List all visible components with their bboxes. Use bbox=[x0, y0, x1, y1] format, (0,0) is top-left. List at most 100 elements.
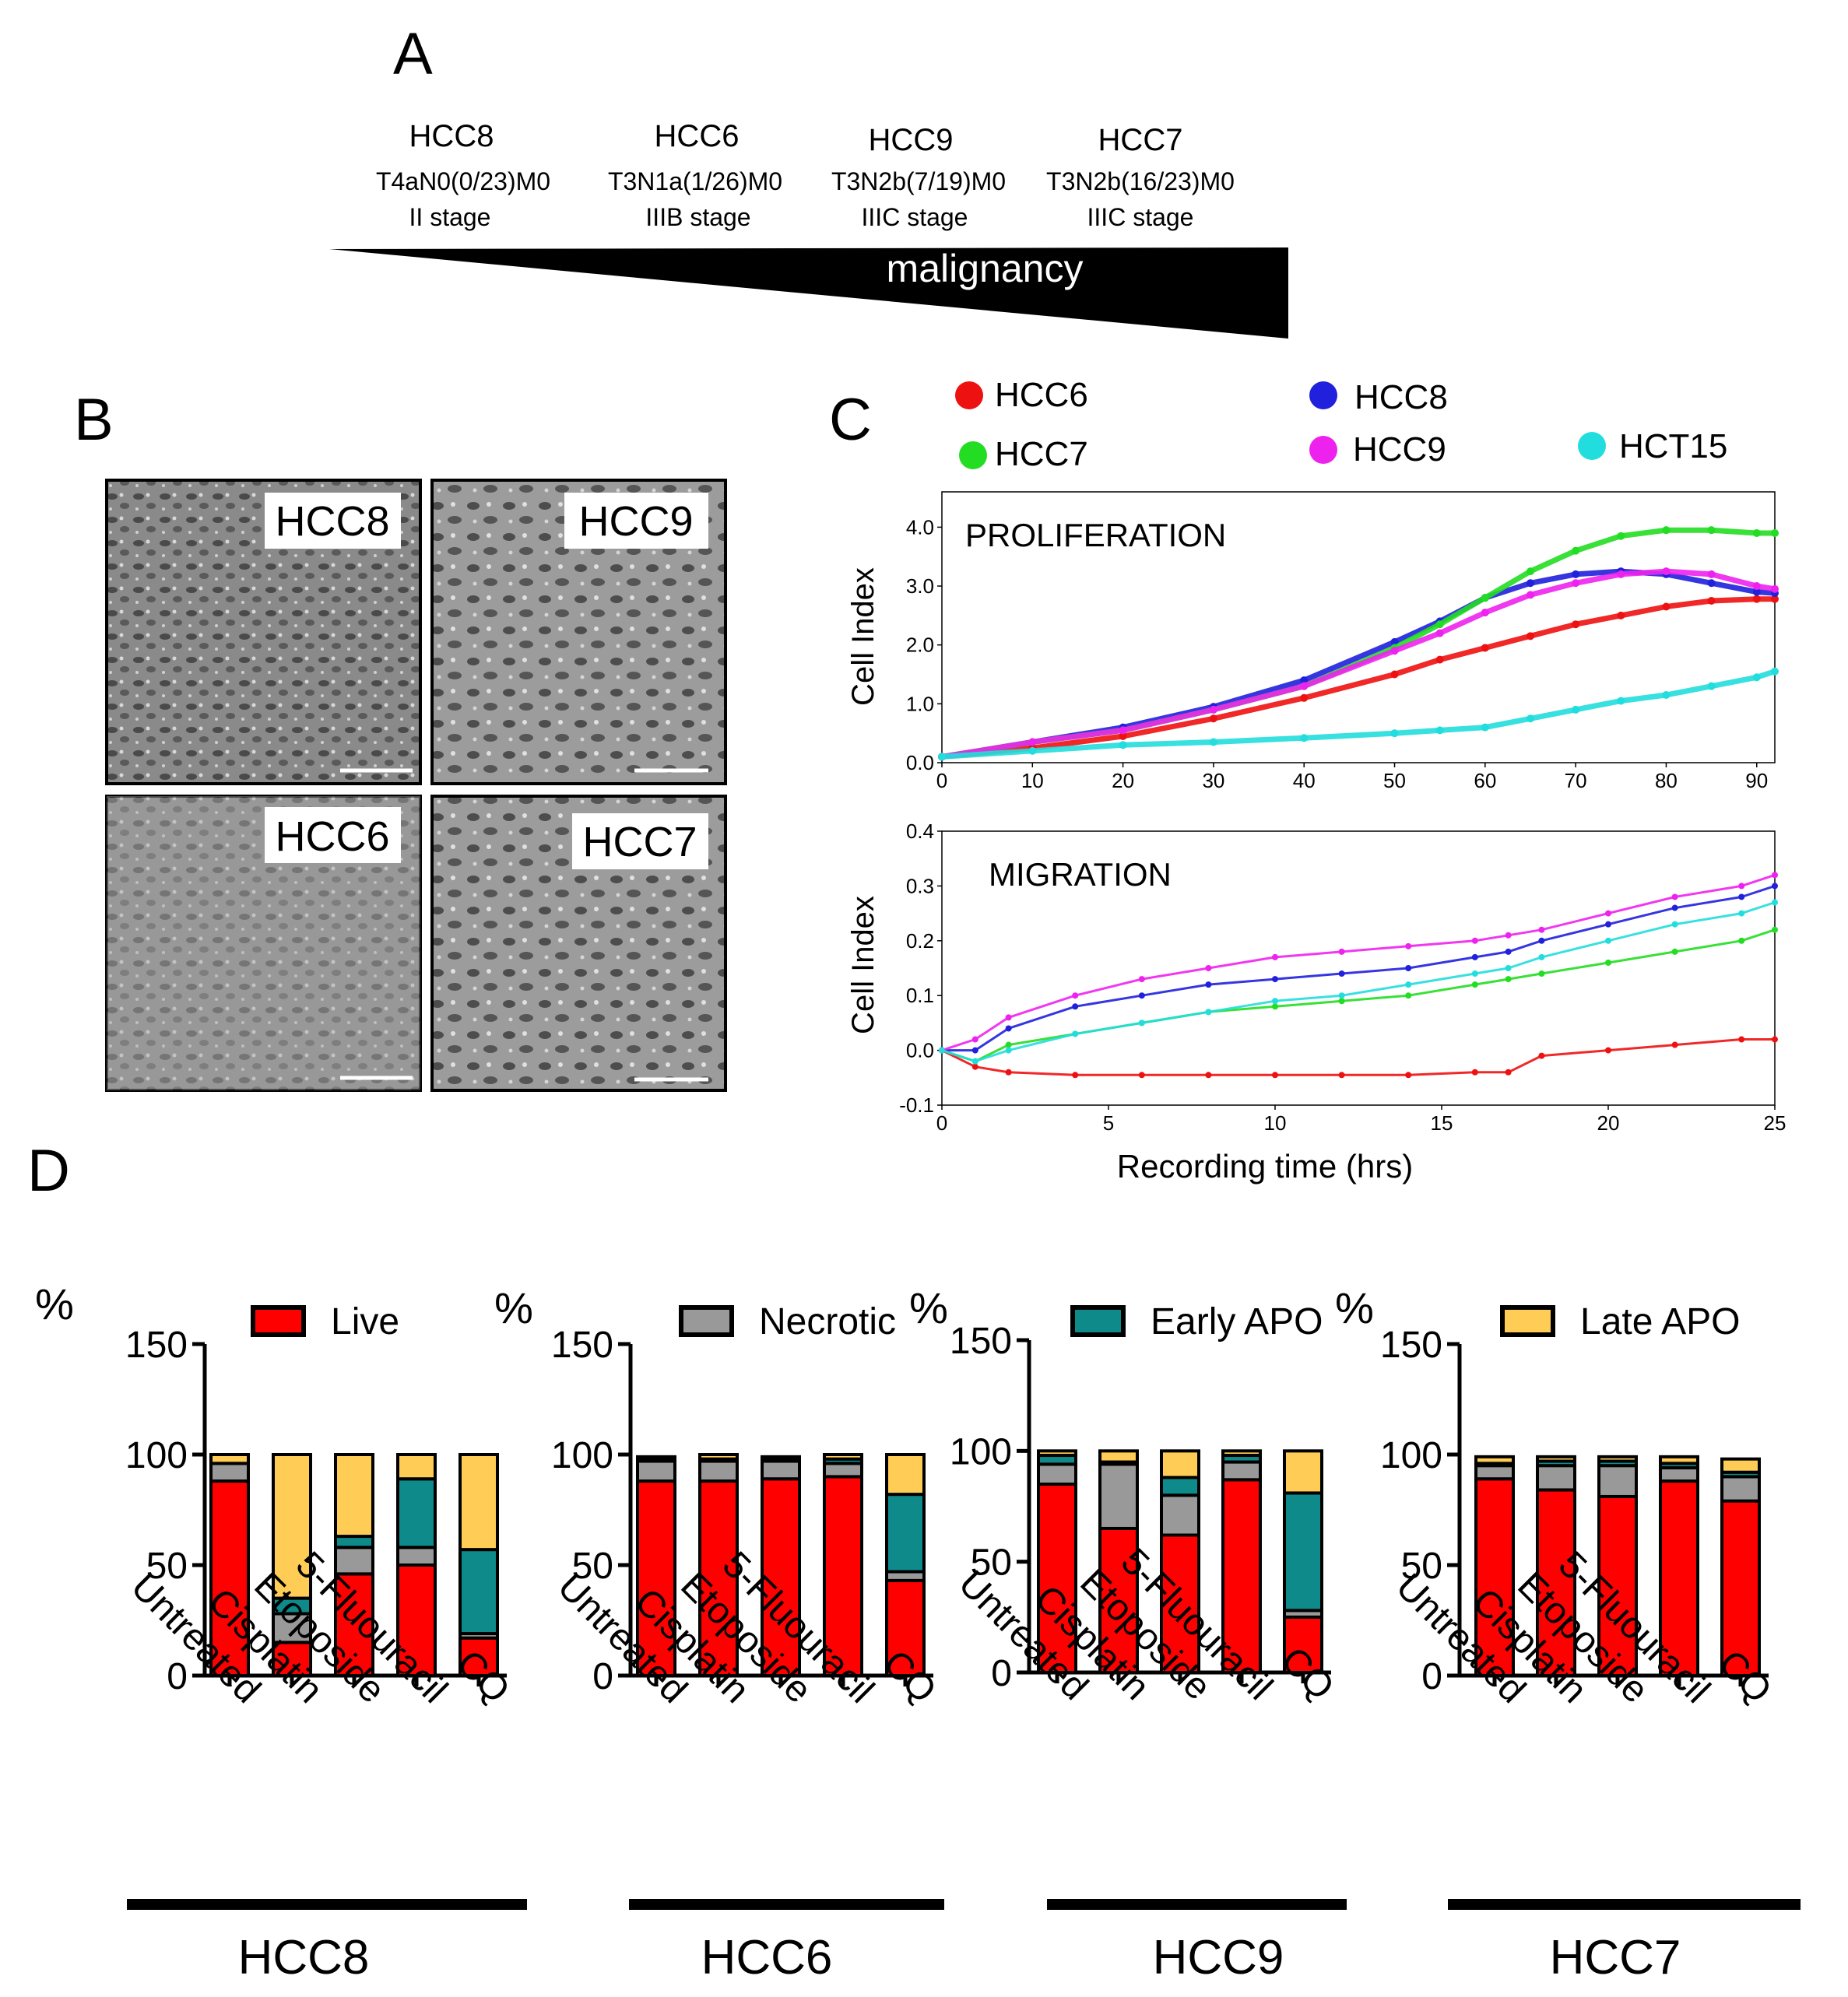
stacked-bar-chart-hcc7: %050100150UntreatedCisplatinEtoposide5-F… bbox=[1335, 1283, 1801, 1985]
bar-segment-necrotic bbox=[698, 1459, 739, 1483]
data-point-hcc6 bbox=[1538, 1052, 1545, 1059]
data-point-hcc7 bbox=[1272, 1003, 1278, 1010]
micrograph-label: HCC6 bbox=[275, 813, 389, 860]
bar-segment-necrotic bbox=[1474, 1464, 1515, 1481]
micrograph-label: HCC8 bbox=[275, 498, 389, 545]
y-tick-label: 1.0 bbox=[906, 692, 934, 715]
data-point-hcc9 bbox=[1471, 937, 1478, 944]
data-point-hcc9 bbox=[1072, 992, 1079, 999]
data-point-hcc8 bbox=[1505, 948, 1512, 955]
data-point-hct15 bbox=[1300, 734, 1309, 742]
y-tick-label: 0.3 bbox=[906, 874, 934, 897]
data-point-hct15 bbox=[1671, 921, 1678, 928]
bar-segment-late-apo bbox=[209, 1453, 250, 1465]
y-tick-label: 50 bbox=[1401, 1546, 1442, 1587]
y-tick-label: 150 bbox=[551, 1325, 613, 1366]
legend-label: Late APO bbox=[1580, 1301, 1740, 1342]
data-point-hcc9 bbox=[1662, 567, 1671, 576]
data-point-hcc6 bbox=[1707, 596, 1716, 605]
data-point-hcc9 bbox=[1300, 682, 1309, 690]
bar-segment-late-apo bbox=[636, 1455, 676, 1461]
plot-frame bbox=[941, 491, 1776, 763]
bar-segment-necrotic bbox=[209, 1462, 250, 1483]
y-tick-label: 0 bbox=[991, 1653, 1012, 1694]
bar-segment-late-apo bbox=[334, 1453, 374, 1539]
x-tick-label: 5 bbox=[1103, 1111, 1114, 1135]
data-point-hcc8 bbox=[1772, 883, 1778, 890]
data-point-hcc6 bbox=[1471, 1069, 1478, 1076]
data-point-hct15 bbox=[1028, 746, 1037, 755]
data-point-hct15 bbox=[1772, 899, 1778, 906]
migration-chart: MIGRATION Cell Index Recording time (hrs… bbox=[846, 820, 1786, 1185]
micrograph-label: HCC9 bbox=[578, 498, 693, 545]
bar-segment-late-apo bbox=[885, 1453, 926, 1497]
data-point-hcc8 bbox=[1738, 893, 1745, 900]
bar-segment-late-apo bbox=[1037, 1449, 1077, 1458]
y-tick-label: 150 bbox=[950, 1321, 1012, 1362]
data-point-hcc8 bbox=[1205, 981, 1212, 988]
chart-title: PROLIFERATION bbox=[965, 517, 1226, 553]
panel-a: HCC8 HCC6 HCC9 HCC7 T4aN0(0/23)M0 T3N1a(… bbox=[329, 119, 1288, 339]
data-point-hcc8 bbox=[1300, 676, 1309, 685]
tumor-tnm: T4aN0(0/23)M0 bbox=[376, 167, 550, 195]
micrograph-label-box bbox=[564, 493, 708, 549]
data-point-hcc7 bbox=[1435, 620, 1444, 629]
data-point-hcc7 bbox=[1772, 926, 1778, 933]
bar-segment-necrotic bbox=[1597, 1464, 1638, 1498]
y-tick-label: 150 bbox=[125, 1325, 188, 1366]
data-point-hcc9 bbox=[1738, 883, 1745, 890]
malignancy-wedge bbox=[329, 247, 1288, 339]
micrograph-label: HCC7 bbox=[582, 819, 697, 865]
panel-c-legend: HCC6 HCC8 HCC7 HCC9 HCT15 bbox=[955, 376, 1727, 473]
data-point-hcc9 bbox=[1671, 893, 1678, 900]
data-point-hcc8 bbox=[1605, 921, 1611, 928]
data-point-hcc6 bbox=[1662, 602, 1671, 611]
y-tick-label: 0 bbox=[167, 1656, 188, 1697]
data-point-hcc8 bbox=[1526, 579, 1534, 588]
series-line-hcc9 bbox=[941, 873, 1776, 1052]
data-point-hcc6 bbox=[1390, 670, 1399, 679]
data-point-hct15 bbox=[1526, 714, 1534, 723]
group-label: HCC6 bbox=[701, 1931, 833, 1985]
tumor-stage: IIIC stage bbox=[1087, 203, 1194, 231]
data-point-hcc9 bbox=[971, 1036, 978, 1043]
data-point-hcc7 bbox=[1605, 959, 1611, 966]
y-tick-label: 0.1 bbox=[906, 984, 934, 1007]
data-point-hcc6 bbox=[1072, 1072, 1079, 1079]
y-tick-label: 50 bbox=[971, 1542, 1012, 1584]
data-point-hcc8 bbox=[1272, 976, 1278, 983]
data-point-hcc7 bbox=[1738, 937, 1745, 944]
bar-segment-late-apo bbox=[698, 1453, 739, 1461]
data-point-hct15 bbox=[1605, 937, 1611, 944]
data-point-hcc9 bbox=[1617, 570, 1625, 578]
bar-segment-necrotic bbox=[636, 1459, 676, 1483]
y-tick-label: 100 bbox=[551, 1435, 613, 1476]
x-tick-label: 30 bbox=[1202, 769, 1224, 792]
bar-segment-late-apo bbox=[1098, 1449, 1139, 1464]
data-point-hcc7 bbox=[1707, 526, 1716, 535]
y-tick-label: 0.4 bbox=[906, 820, 934, 843]
bar-segment-early-apo bbox=[1283, 1491, 1323, 1613]
group-bar bbox=[127, 1899, 527, 1910]
data-point-hcc9 bbox=[1772, 872, 1778, 879]
legend-swatch-necrotic bbox=[679, 1305, 734, 1337]
legend-dot-hcc8 bbox=[1309, 381, 1337, 409]
data-point-hcc7 bbox=[1538, 970, 1545, 977]
y-tick-label: 50 bbox=[146, 1546, 188, 1587]
data-point-hct15 bbox=[939, 1047, 945, 1054]
data-point-hcc8 bbox=[1338, 970, 1345, 977]
data-point-hcc9 bbox=[1028, 738, 1037, 746]
data-point-hct15 bbox=[1005, 1047, 1012, 1054]
bar-segment-late-apo bbox=[761, 1455, 801, 1461]
data-point-hcc8 bbox=[1072, 1003, 1079, 1010]
data-point-hcc9 bbox=[1572, 579, 1580, 588]
x-tick-label: 25 bbox=[1764, 1111, 1787, 1135]
legend-label: Live bbox=[331, 1301, 399, 1342]
y-tick-label: 3.0 bbox=[906, 574, 934, 598]
data-point-hcc6 bbox=[1338, 1072, 1345, 1079]
bar-segment-late-apo bbox=[396, 1453, 437, 1481]
data-point-hcc7 bbox=[1662, 526, 1671, 535]
series-line-hcc8 bbox=[942, 884, 1776, 1052]
data-point-hcc8 bbox=[1752, 588, 1761, 596]
